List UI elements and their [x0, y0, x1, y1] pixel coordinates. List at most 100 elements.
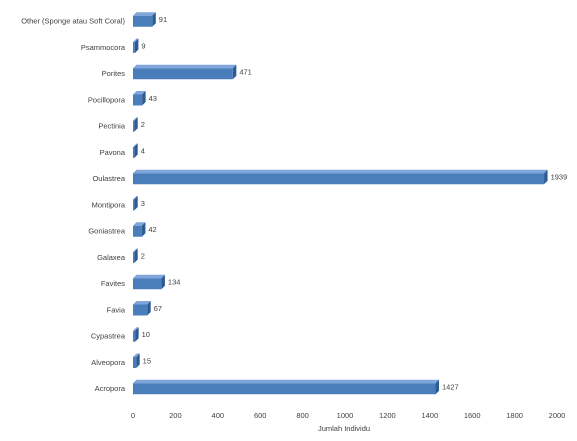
- bar-5: [133, 143, 138, 158]
- bar-8: [133, 222, 146, 237]
- data-label: 42: [148, 225, 156, 234]
- bar-4: [133, 117, 138, 132]
- category-label: Favia: [107, 305, 126, 314]
- bar-front-face: [133, 199, 135, 211]
- bar-top-face: [133, 353, 140, 357]
- bar-front-face: [133, 225, 142, 237]
- data-label: 43: [149, 94, 157, 103]
- bar-front-face: [133, 383, 436, 395]
- bar-12: [133, 327, 139, 342]
- x-axis-title: Jumlah Individu: [318, 424, 370, 433]
- bar-top-face: [133, 379, 440, 384]
- category-label: Oulastrea: [92, 174, 125, 183]
- bar-side-face: [141, 222, 146, 237]
- x-tick-label: 800: [296, 411, 309, 420]
- x-tick-label: 400: [212, 411, 225, 420]
- bar-side-face: [134, 248, 138, 263]
- category-label: Pocillopora: [88, 95, 126, 104]
- data-label: 4: [141, 146, 145, 155]
- bar-2: [133, 64, 237, 80]
- bar-side-face: [136, 353, 140, 368]
- bar-front-face: [133, 357, 137, 368]
- bar-top-face: [133, 274, 165, 279]
- bar-top-face: [133, 12, 156, 16]
- bar-top-face: [133, 91, 146, 95]
- bar-side-face: [134, 117, 138, 132]
- bar-10: [133, 274, 165, 290]
- category-label: Alveopora: [91, 358, 126, 367]
- bar-front-face: [133, 330, 136, 342]
- bar-11: [133, 301, 151, 316]
- category-label: Galaxea: [97, 253, 126, 262]
- bar-front-face: [133, 173, 545, 185]
- x-tick-label: 600: [254, 411, 267, 420]
- bar-9: [133, 248, 138, 263]
- bars-group: [133, 12, 548, 395]
- bar-side-face: [544, 169, 548, 185]
- bar-0: [133, 12, 156, 27]
- category-label: Goniastrea: [88, 227, 126, 236]
- bar-front-face: [133, 252, 135, 263]
- bar-6: [133, 169, 548, 185]
- bar-front-face: [133, 68, 233, 80]
- data-label: 91: [159, 15, 167, 24]
- data-label: 15: [143, 356, 151, 365]
- x-tick-label: 1200: [379, 411, 396, 420]
- category-label: Favites: [101, 279, 125, 288]
- bar-side-face: [232, 64, 237, 80]
- data-labels: 91 9 471 43 2 4 1939 3 42 2 134 67 10 15 1427: [141, 15, 568, 392]
- bar-1: [133, 38, 139, 53]
- category-label: Pectinia: [98, 122, 126, 131]
- bar-side-face: [152, 12, 156, 27]
- category-label: Psammocora: [81, 43, 126, 52]
- bar-side-face: [147, 301, 151, 316]
- bar-3: [133, 91, 146, 106]
- bar-side-face: [134, 38, 139, 53]
- data-label: 134: [168, 278, 181, 287]
- bar-side-face: [161, 274, 165, 290]
- bar-top-face: [133, 196, 138, 200]
- bar-side-face: [134, 196, 138, 211]
- data-label: 471: [239, 68, 252, 77]
- bar-side-face: [135, 327, 139, 342]
- x-tick-label: 200: [169, 411, 182, 420]
- bar-14: [133, 379, 440, 395]
- x-axis-ticks: 0 200 400 600 800 1000 1200 1400 1600 1800 2000: [131, 411, 565, 420]
- data-label: 3: [141, 199, 145, 208]
- bar-top-face: [133, 169, 548, 174]
- bar-7: [133, 196, 138, 211]
- bar-front-face: [133, 147, 135, 158]
- bar-front-face: [133, 42, 135, 53]
- bar-side-face: [142, 91, 146, 106]
- data-label: 1427: [442, 383, 459, 392]
- bar-side-face: [134, 143, 138, 158]
- bar-top-face: [133, 64, 237, 69]
- bar-top-face: [133, 38, 139, 42]
- data-label: 10: [142, 330, 150, 339]
- bar-front-face: [133, 278, 162, 290]
- bar-13: [133, 353, 140, 368]
- bar-top-face: [133, 301, 151, 305]
- data-label: 2: [141, 251, 145, 260]
- bar-top-face: [133, 143, 138, 147]
- category-labels: Other (Sponge atau Soft Coral) Psammocora…: [21, 17, 126, 394]
- bar-top-face: [133, 222, 146, 226]
- data-label: 9: [141, 41, 145, 50]
- x-tick-label: 1600: [464, 411, 481, 420]
- x-tick-label: 1800: [506, 411, 523, 420]
- x-tick-label: 0: [131, 411, 135, 420]
- bar-top-face: [133, 248, 138, 252]
- bar-front-face: [133, 15, 153, 27]
- bar-front-face: [133, 120, 135, 132]
- x-tick-label: 1000: [337, 411, 354, 420]
- bar-front-face: [133, 94, 143, 106]
- x-tick-label: 1400: [421, 411, 438, 420]
- category-label: Acropora: [95, 384, 126, 393]
- x-tick-label: 2000: [549, 411, 566, 420]
- data-label: 67: [154, 304, 162, 313]
- bar-top-face: [133, 117, 138, 121]
- category-label: Other (Sponge atau Soft Coral): [21, 17, 125, 26]
- category-label: Porites: [102, 69, 126, 78]
- bar-top-face: [133, 327, 139, 331]
